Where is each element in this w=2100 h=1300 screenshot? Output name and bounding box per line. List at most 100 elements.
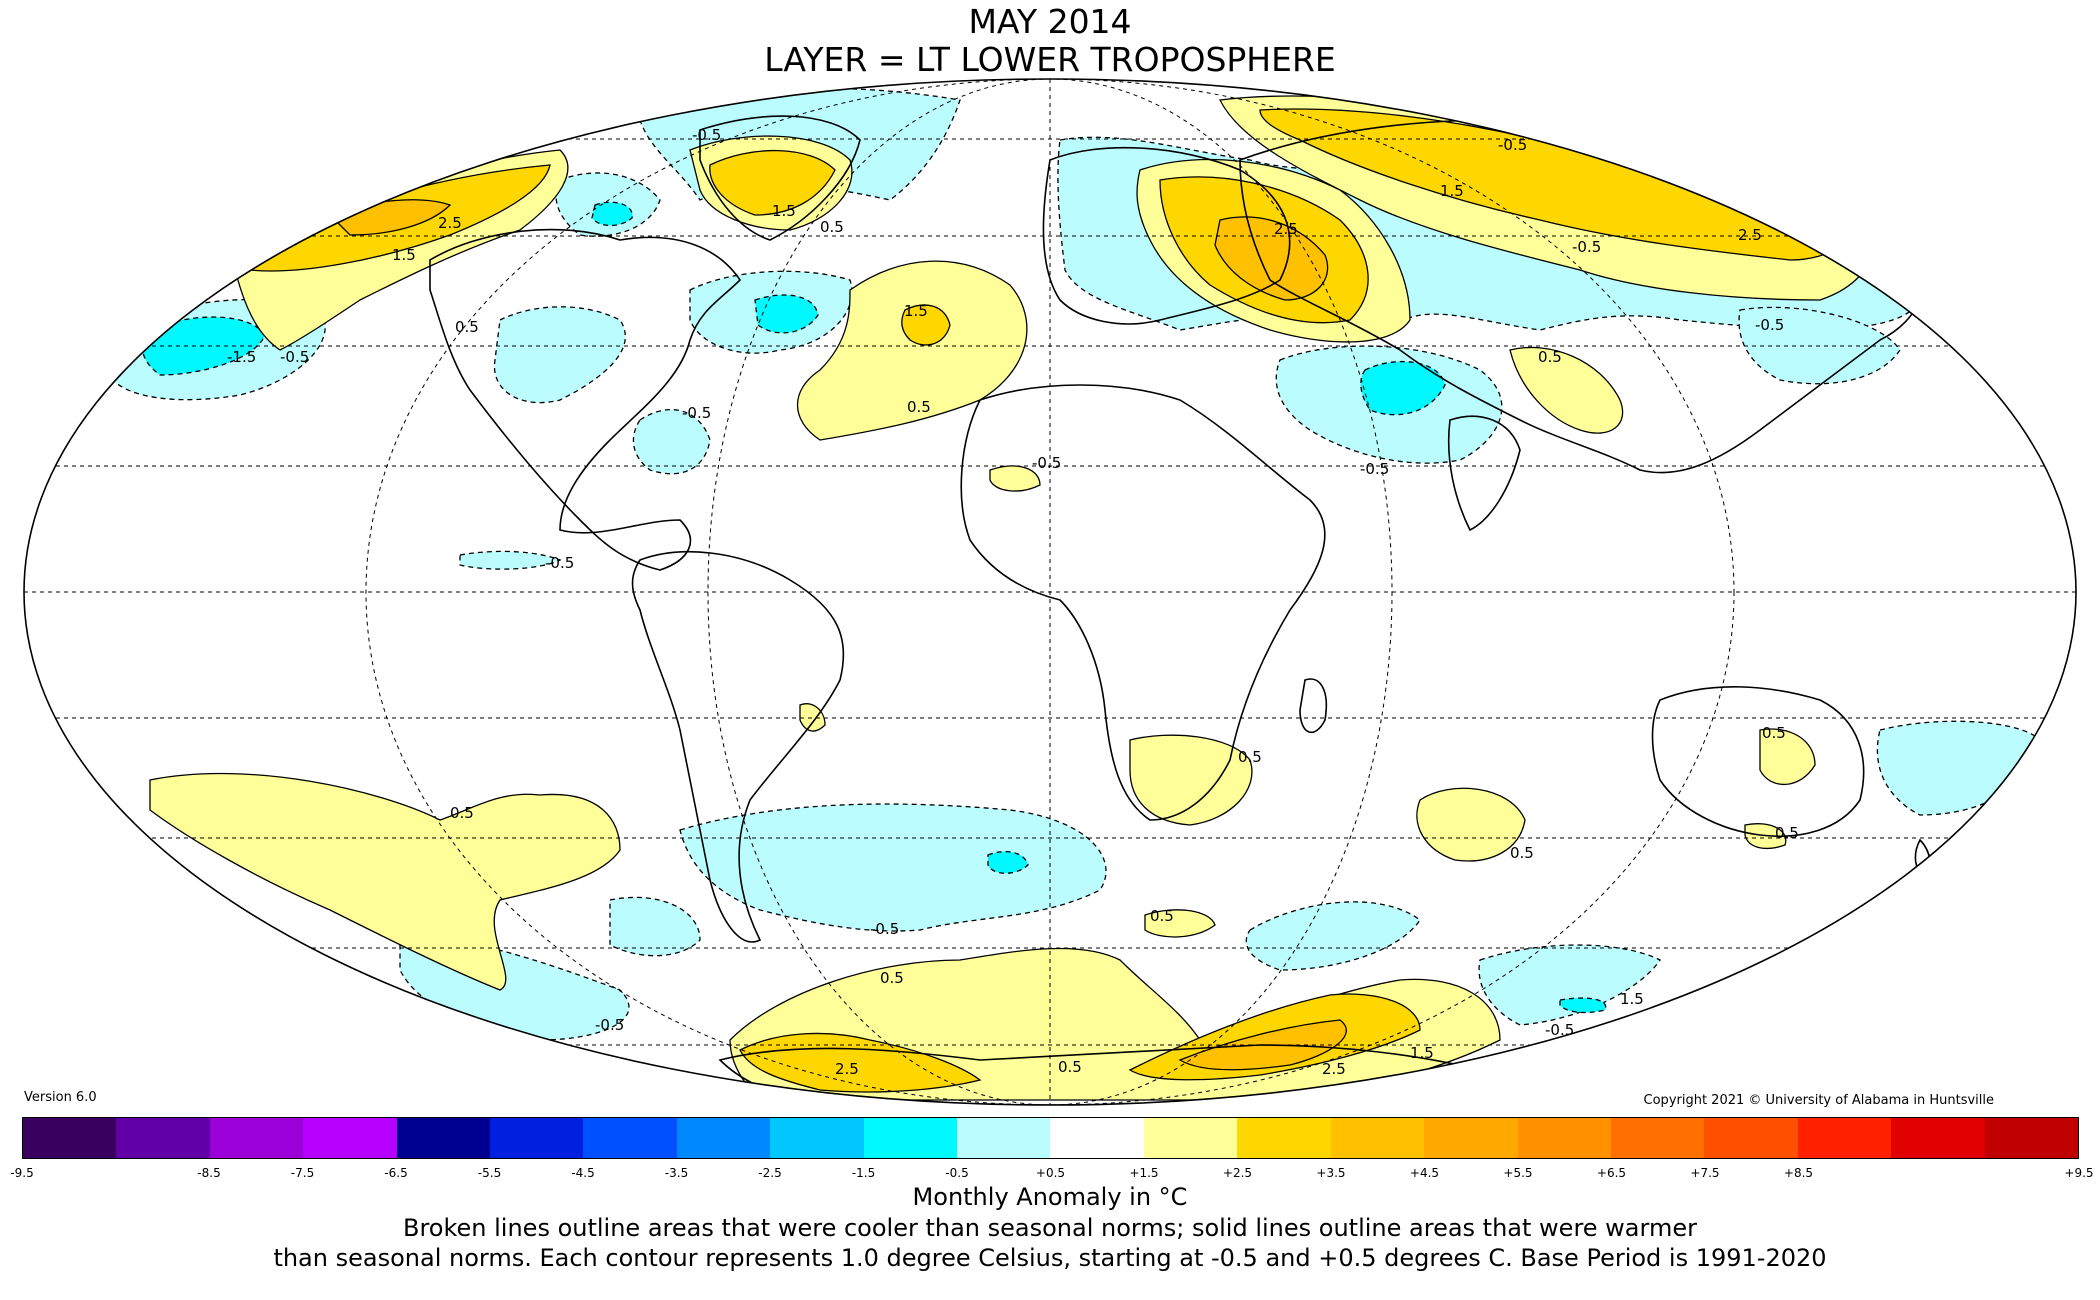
contour-label: -0.5 <box>1498 136 1527 154</box>
colorbar-tick-labels: -9.5 -8.5 -7.5 -6.5 -5.5 -4.5 -3.5 -2.5 -1.5 -0.5… <box>10 1166 2093 1182</box>
colorbar-segment <box>676 1118 771 1158</box>
europe-outline <box>1042 146 1291 325</box>
contour-label: -0.5 <box>870 920 899 938</box>
cool-area-na-central <box>493 306 626 404</box>
cool-strong-arctic <box>591 201 633 227</box>
colorbar-tick-label: +3.5 <box>1316 1166 1346 1180</box>
colorbar-segment <box>209 1118 304 1158</box>
warm-area-australia <box>1759 728 1816 786</box>
colorbar-segment <box>1704 1118 1798 1158</box>
colorbar-tick-label: -2.5 <box>758 1166 782 1180</box>
warm-area-n-atlantic <box>797 260 1028 441</box>
contour-label: -0.5 <box>682 404 711 422</box>
contour-label: 1.5 <box>1410 1044 1434 1062</box>
version-label: Version 6.0 <box>24 1090 97 1105</box>
contour-label: 1.5 <box>904 302 928 320</box>
contour-label: -0.5 <box>545 554 574 572</box>
footnote-line-1: Broken lines outline areas that were coo… <box>403 1214 1697 1242</box>
colorbar-tick-label: -1.5 <box>851 1166 876 1180</box>
world-map: -0.5 1.5 2.5 -1.5 -0.5 0.5 1.5 0.5 -0.5 … <box>23 78 2077 1106</box>
cool-area-tropical-pacific <box>459 550 562 570</box>
globe-border <box>23 78 2077 1106</box>
contour-label: 0.5 <box>880 969 904 987</box>
cool-area-gulf <box>632 409 711 475</box>
contour-label: 0.5 <box>1775 824 1799 842</box>
cool-strong-so <box>1559 997 1607 1014</box>
south-america-outline <box>631 551 845 943</box>
contour-label: 1.5 <box>772 202 796 220</box>
contour-label: 0.5 <box>1238 748 1262 766</box>
contour-label: -0.5 <box>1572 238 1601 256</box>
units-label: Monthly Anomaly in °C <box>912 1183 1188 1211</box>
contour-label: -0.5 <box>1360 460 1389 478</box>
warm-area-africa-1 <box>989 465 1041 492</box>
warm-area-s-indian <box>1144 909 1216 938</box>
chart-title: MAY 2014 <box>968 2 1132 41</box>
colorbar-tick-label: -7.5 <box>290 1166 315 1180</box>
colorbar-tick-label: -5.5 <box>477 1166 502 1180</box>
warm-area-indian-ocean <box>1416 787 1526 862</box>
contour-label: 2.5 <box>438 214 462 232</box>
colorbar <box>22 1117 2079 1159</box>
colorbar-tick-label: -4.5 <box>571 1166 595 1180</box>
contour-label: 0.5 <box>450 804 474 822</box>
colorbar-segment <box>770 1118 864 1158</box>
colorbar-tick-label: +5.5 <box>1503 1166 1533 1180</box>
colorbar-segment <box>863 1118 958 1158</box>
contour-label: 0.5 <box>1058 1058 1082 1076</box>
contour-label: -0.5 <box>1755 316 1784 334</box>
colorbar-segment <box>490 1118 584 1158</box>
contour-label: 0.5 <box>820 218 844 236</box>
contour-label: -1.5 <box>227 348 256 366</box>
warm-peak-europe <box>1214 216 1329 301</box>
colorbar-tick-label: +0.5 <box>1035 1166 1066 1180</box>
contour-label: 1.5 <box>392 246 416 264</box>
colorbar-segment <box>1891 1118 1985 1158</box>
contour-label: 1.5 <box>1620 990 1644 1008</box>
colorbar-tick-label: +4.5 <box>1409 1166 1440 1180</box>
warm-area-southern-africa <box>1129 734 1253 826</box>
cool-strong-nw-atlantic <box>754 294 819 334</box>
footnote-line-2: than seasonal norms. Each contour repres… <box>273 1244 1827 1272</box>
colorbar-segment <box>1517 1118 1611 1158</box>
colorbar-tick-label: -8.5 <box>197 1166 221 1180</box>
colorbar-tick-label: +7.5 <box>1690 1166 1720 1180</box>
colorbar-segment <box>1050 1118 1144 1158</box>
cool-strong-mideast <box>1360 360 1446 416</box>
colorbar-segment <box>957 1118 1051 1158</box>
colorbar-segment <box>396 1118 491 1158</box>
colorbar-segment <box>1797 1118 1892 1158</box>
colorbar-segment <box>1984 1118 2078 1158</box>
contour-label: 2.5 <box>1274 220 1298 238</box>
colorbar-tick-label: +8.5 <box>1783 1166 1814 1180</box>
warm-area-south-pacific <box>149 772 621 991</box>
greenland-outline <box>699 115 861 241</box>
contour-label: 0.5 <box>1762 724 1786 742</box>
colorbar-segment <box>116 1118 210 1158</box>
colorbar-segment <box>1610 1118 1705 1158</box>
contour-label: 1.5 <box>1440 182 1464 200</box>
colorbar-segment <box>1330 1118 1425 1158</box>
graticule <box>24 79 2076 1105</box>
cool-area-south-atlantic <box>679 803 1107 932</box>
madagascar-outline <box>1299 678 1328 734</box>
contour-labels: -0.5 1.5 2.5 -1.5 -0.5 0.5 1.5 0.5 -0.5 … <box>227 126 1799 1078</box>
colorbar-tick-label: +2.5 <box>1222 1166 1253 1180</box>
colorbar-segment <box>303 1118 397 1158</box>
copyright-label: Copyright 2021 © University of Alabama i… <box>1643 1093 1994 1108</box>
colorbar-tick-label: +9.5 <box>2064 1166 2094 1180</box>
contour-label: 0.5 <box>1538 348 1562 366</box>
warm-strong-greenland <box>709 149 836 216</box>
cool-area-southern-ocean-2 <box>1245 901 1421 971</box>
cool-area-sw-pacific <box>1876 720 2041 816</box>
africa-outline <box>960 384 1326 821</box>
colorbar-tick-label: +6.5 <box>1596 1166 1627 1180</box>
contour-label: 0.5 <box>1510 844 1534 862</box>
contour-label: -0.5 <box>692 126 721 144</box>
colorbar-segment <box>1424 1118 1518 1158</box>
chart-subtitle: LAYER = LT LOWER TROPOSPHERE <box>764 40 1336 79</box>
colorbar-tick-label: +1.5 <box>1129 1166 1159 1180</box>
india-outline <box>1447 415 1521 532</box>
cool-area-southern-ocean-1 <box>609 896 701 957</box>
contour-label: -0.5 <box>280 348 309 366</box>
